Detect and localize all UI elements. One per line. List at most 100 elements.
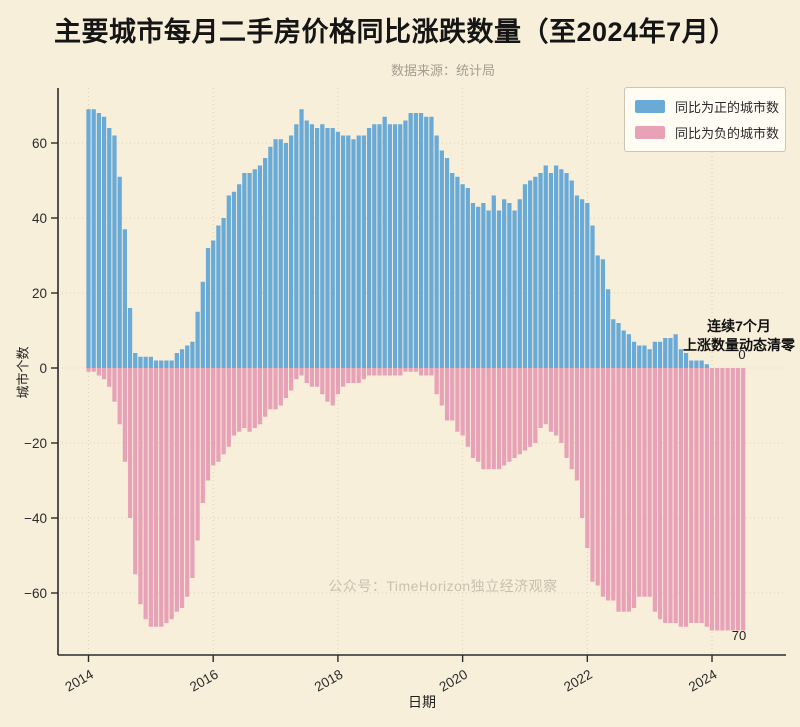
- bar-negative: [366, 368, 372, 376]
- bar-positive: [143, 356, 148, 368]
- bar-negative: [294, 368, 299, 380]
- bar-positive: [351, 139, 356, 368]
- bar-positive: [268, 146, 273, 368]
- annotation-line2: 上涨数量动态清零: [683, 336, 795, 353]
- bar-negative: [289, 368, 294, 391]
- bar-positive: [652, 341, 657, 368]
- bar-positive: [148, 356, 153, 368]
- bar-positive: [657, 341, 663, 368]
- legend-label-negative: 同比为负的城市数: [675, 126, 780, 141]
- bar-negative: [413, 368, 418, 372]
- bar-positive: [507, 203, 512, 368]
- bar-positive: [631, 341, 637, 368]
- bar-negative: [122, 368, 127, 462]
- bar-negative: [694, 368, 699, 623]
- bar-negative: [554, 368, 559, 436]
- bar-positive: [439, 150, 444, 368]
- bar-negative: [211, 368, 216, 466]
- bar-negative: [481, 368, 486, 470]
- bar-negative: [190, 368, 195, 578]
- bar-positive: [205, 248, 211, 368]
- bar-positive: [96, 113, 102, 368]
- bar-negative: [626, 368, 632, 612]
- bar-positive: [226, 195, 231, 368]
- bar-negative: [476, 368, 481, 462]
- bar-positive: [673, 334, 678, 368]
- bar-negative: [439, 368, 444, 406]
- bar-positive: [678, 349, 683, 368]
- legend: 同比为正的城市数 同比为负的城市数: [624, 87, 786, 152]
- bar-negative: [257, 368, 263, 425]
- bar-negative: [673, 368, 678, 623]
- bar-positive: [704, 364, 709, 368]
- bar-positive: [476, 206, 481, 368]
- bar-positive: [450, 173, 455, 368]
- bar-negative: [735, 368, 741, 631]
- bar-positive: [91, 109, 96, 368]
- bar-negative: [631, 368, 637, 608]
- bar-positive: [637, 345, 642, 368]
- bar-positive: [190, 341, 195, 368]
- bar-positive: [559, 169, 564, 368]
- bar-positive: [320, 124, 325, 368]
- bar-negative: [112, 368, 117, 402]
- bar-positive: [600, 259, 606, 368]
- bar-negative: [242, 368, 247, 428]
- bar-positive: [263, 158, 268, 368]
- bar-negative: [605, 368, 611, 601]
- bar-positive: [211, 240, 216, 368]
- bar-negative: [450, 368, 455, 421]
- bar-positive: [294, 124, 299, 368]
- last-positive-value-label: 0: [738, 347, 746, 362]
- bar-positive: [335, 131, 341, 368]
- bar-negative: [273, 368, 278, 410]
- bar-positive: [372, 124, 377, 368]
- bar-negative: [579, 368, 585, 518]
- bar-positive: [366, 128, 372, 368]
- bar-negative: [247, 368, 252, 432]
- bar-negative: [107, 368, 112, 387]
- bar-positive: [579, 199, 585, 368]
- bar-positive: [101, 116, 107, 368]
- bar-negative: [408, 368, 413, 372]
- svg-text:2018: 2018: [312, 667, 346, 695]
- bar-positive: [403, 120, 408, 368]
- bar-negative: [741, 368, 746, 631]
- bar-positive: [694, 360, 699, 368]
- bar-positive: [668, 338, 673, 368]
- bar-positive: [231, 191, 237, 368]
- legend-swatch-positive-icon: [635, 100, 665, 113]
- svg-text:2016: 2016: [187, 667, 221, 695]
- bar-positive: [548, 173, 554, 368]
- svg-text:0: 0: [39, 361, 47, 376]
- legend-swatch-negative-icon: [635, 126, 665, 139]
- bar-negative: [616, 368, 621, 612]
- bar-positive: [398, 124, 403, 368]
- bar-positive: [221, 218, 226, 368]
- bar-negative: [621, 368, 626, 612]
- bar-negative: [320, 368, 325, 395]
- bar-positive: [195, 311, 200, 368]
- bar-negative: [148, 368, 153, 627]
- bar-negative: [309, 368, 315, 387]
- bar-negative: [398, 368, 403, 376]
- bar-positive: [179, 349, 185, 368]
- last-negative-value-label: 70: [731, 628, 747, 643]
- bar-negative: [325, 368, 330, 402]
- bar-negative: [346, 368, 351, 383]
- bar-positive: [413, 113, 418, 368]
- bar-negative: [351, 368, 356, 383]
- bar-positive: [356, 135, 361, 368]
- bar-negative: [200, 368, 205, 503]
- bar-negative: [179, 368, 185, 608]
- bar-positive: [683, 353, 689, 368]
- bar-negative: [715, 368, 720, 631]
- bar-positive: [455, 176, 460, 368]
- bar-negative: [278, 368, 283, 406]
- legend-item-negative: 同比为负的城市数: [635, 123, 779, 142]
- bar-negative: [304, 368, 309, 383]
- bar-negative: [91, 368, 96, 372]
- legend-item-positive: 同比为正的城市数: [635, 97, 779, 116]
- bar-positive: [522, 184, 528, 368]
- bar-positive: [216, 225, 221, 368]
